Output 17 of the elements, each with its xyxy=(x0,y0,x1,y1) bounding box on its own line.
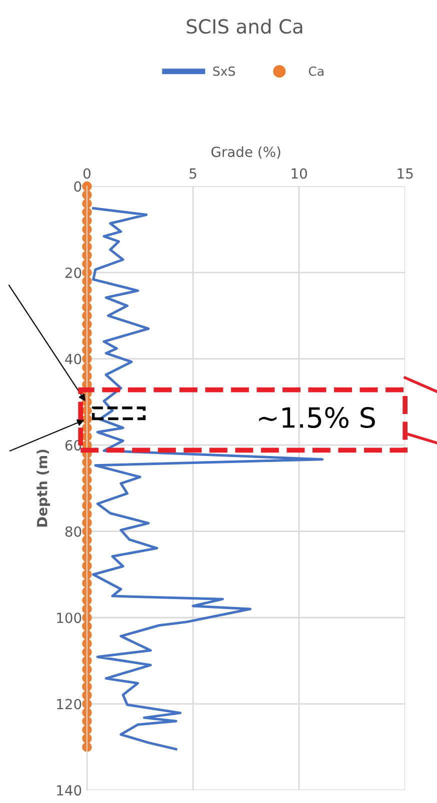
y-tick-label: 40 xyxy=(65,354,82,364)
annotation: ~1.5% S xyxy=(259,407,375,428)
x-tick-label: 15 xyxy=(398,168,413,179)
y-axis-title: Depth (m) xyxy=(36,450,50,527)
x-tick-label: 10 xyxy=(292,168,307,179)
chart-title: SCIS and Ca xyxy=(186,18,302,34)
y-tick-label: 80 xyxy=(65,526,82,537)
y-tick-label: 140 xyxy=(57,785,82,796)
x-tick-label: 5 xyxy=(190,168,196,179)
x-tick-label: 0 xyxy=(83,168,90,179)
x-axis-title: Grade (%) xyxy=(211,146,280,159)
y-tick-label: 20 xyxy=(65,268,82,278)
y-tick-label: 0 xyxy=(74,181,82,192)
legend-label: SxS xyxy=(213,66,235,76)
y-tick-label: 120 xyxy=(57,698,82,710)
y-tick-label: 100 xyxy=(57,612,82,624)
legend-label: Ca xyxy=(308,66,324,76)
